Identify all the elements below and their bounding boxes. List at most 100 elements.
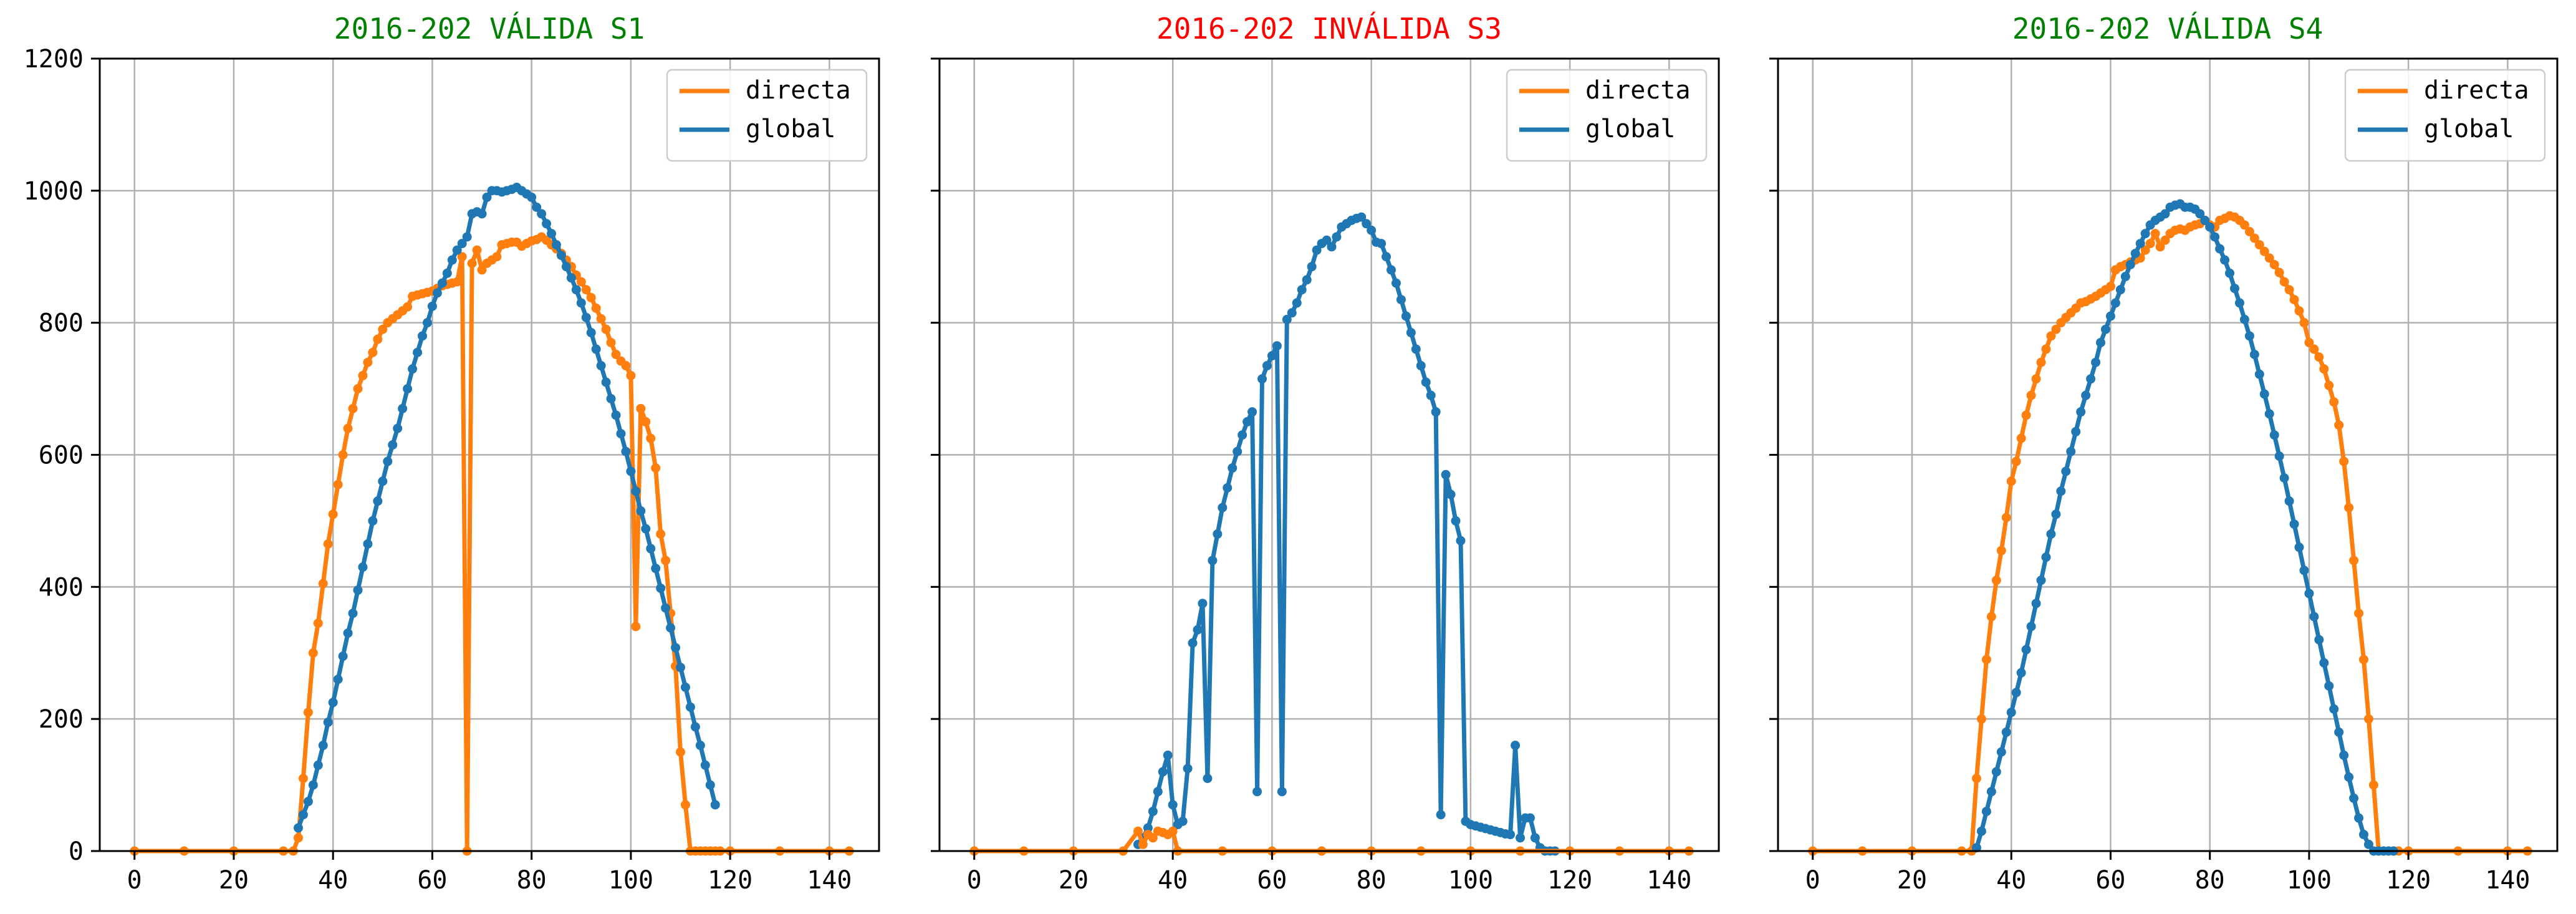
legend: directa global: [1507, 70, 1706, 161]
x-tick-label: 80: [1357, 866, 1387, 895]
data-point-global: [2111, 298, 2120, 307]
data-point-global: [2106, 312, 2115, 321]
data-point-global: [706, 781, 715, 790]
data-point-global: [2076, 407, 2085, 416]
data-point-global: [527, 193, 536, 202]
data-point-global: [413, 348, 422, 357]
legend-label-directa: directa: [2424, 76, 2529, 105]
data-point-directa: [2309, 345, 2319, 354]
data-point-global: [587, 328, 596, 337]
data-point-global: [2220, 256, 2229, 265]
data-point-global: [1183, 764, 1193, 773]
data-point-directa: [626, 371, 635, 380]
x-tick-label: 120: [2386, 866, 2431, 895]
data-point-directa: [468, 259, 477, 268]
data-point-global: [1332, 232, 1341, 241]
data-point-global: [1262, 361, 1272, 370]
y-tick-label: 800: [39, 309, 84, 338]
data-point-directa: [1133, 827, 1143, 836]
data-point-global: [651, 564, 660, 573]
data-point-global: [1421, 377, 1431, 387]
y-tick-label: 600: [39, 441, 84, 470]
data-point-directa: [636, 404, 645, 413]
data-point-global: [1431, 407, 1441, 416]
data-point-global: [2136, 239, 2145, 248]
data-point-directa: [1992, 575, 2001, 585]
data-point-global: [1982, 807, 1991, 816]
data-point-global: [1208, 556, 1217, 565]
data-point-global: [2349, 794, 2358, 803]
data-point-directa: [2280, 277, 2289, 286]
data-point-global: [636, 506, 645, 516]
data-point-directa: [2344, 503, 2353, 512]
data-point-directa: [1987, 612, 1996, 621]
data-point-directa: [2324, 381, 2333, 390]
data-point-directa: [2369, 781, 2378, 790]
x-tick-label: 40: [318, 866, 348, 895]
data-point-directa: [304, 708, 313, 717]
data-point-global: [428, 302, 437, 311]
data-point-global: [1292, 298, 1302, 307]
data-point-global: [2116, 285, 2125, 294]
data-point-directa: [661, 556, 670, 565]
data-point-global: [2131, 249, 2140, 258]
data-point-global: [2285, 496, 2294, 506]
data-point-global: [1218, 503, 1227, 512]
data-point-global: [2314, 635, 2324, 645]
data-point-directa: [309, 648, 318, 658]
chart-title: 2016-202 VÁLIDA S1: [334, 12, 645, 46]
data-point-global: [378, 476, 387, 486]
data-point-directa: [582, 285, 591, 294]
data-point-global: [1213, 529, 1222, 539]
data-point-global: [1302, 275, 1312, 284]
data-point-directa: [1982, 655, 1991, 664]
data-point-global: [2329, 705, 2338, 714]
data-point-global: [666, 623, 675, 633]
data-point-global: [1977, 827, 1986, 836]
data-point-global: [547, 229, 556, 238]
data-point-global: [1436, 810, 1446, 819]
data-point-global: [1252, 787, 1262, 796]
data-point-global: [304, 797, 313, 806]
data-point-directa: [329, 509, 338, 519]
data-point-global: [2071, 427, 2080, 436]
data-point-global: [353, 585, 363, 595]
data-point-global: [309, 781, 318, 790]
data-point-global: [1992, 767, 2001, 776]
data-point-global: [2012, 688, 2021, 697]
data-point-directa: [2299, 318, 2309, 327]
data-point-directa: [2285, 285, 2294, 294]
data-point-global: [686, 703, 695, 712]
data-point-global: [2339, 751, 2348, 760]
x-tick-label: 60: [417, 866, 447, 895]
data-point-global: [2036, 575, 2045, 585]
data-point-global: [2205, 223, 2214, 232]
x-tick-label: 20: [1897, 866, 1927, 895]
data-point-global: [1411, 345, 1421, 354]
data-point-global: [418, 331, 427, 340]
data-point-directa: [2314, 352, 2324, 362]
y-tick-label: 400: [39, 573, 84, 602]
data-point-directa: [492, 252, 501, 261]
data-point-global: [1391, 279, 1401, 288]
legend-label-global: global: [2424, 115, 2514, 143]
data-point-global: [2344, 772, 2353, 782]
data-point-global: [1158, 767, 1168, 776]
data-point-global: [2027, 622, 2036, 631]
data-point-global: [2359, 830, 2368, 839]
data-point-global: [2245, 331, 2254, 340]
data-point-global: [358, 562, 367, 572]
legend-label-global: global: [1585, 115, 1676, 143]
data-point-global: [552, 240, 561, 249]
data-point-global: [1188, 638, 1198, 648]
data-point-directa: [592, 304, 601, 313]
data-point-global: [1203, 774, 1212, 783]
x-tick-label: 0: [127, 866, 142, 895]
data-point-global: [1297, 285, 1307, 294]
data-point-global: [1257, 374, 1267, 383]
data-point-global: [2270, 430, 2279, 440]
data-point-global: [2280, 473, 2289, 483]
legend-label-directa: directa: [1585, 76, 1691, 105]
data-point-global: [612, 410, 621, 420]
